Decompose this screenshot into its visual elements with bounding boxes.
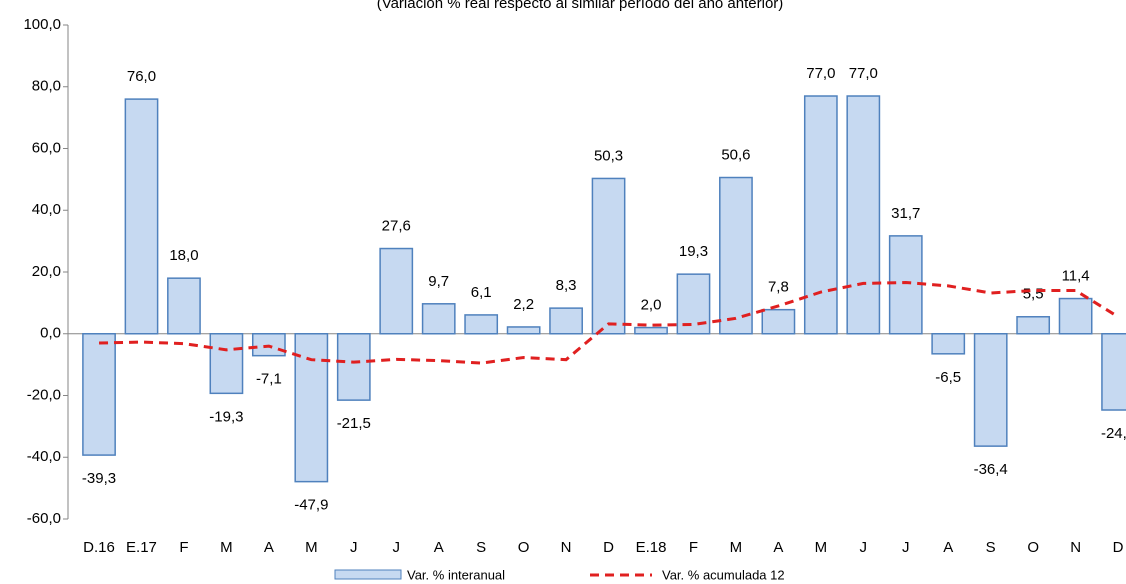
bar <box>634 326 668 335</box>
bar <box>464 314 499 335</box>
bar <box>719 176 753 335</box>
y-tick-label: 20,0 <box>32 263 61 280</box>
x-tick-label: M <box>220 539 233 556</box>
x-tick-label: A <box>773 539 783 556</box>
x-tick-label: J <box>350 539 358 556</box>
data-label: 11,4 <box>1062 268 1090 285</box>
x-tick-label: M <box>815 539 828 556</box>
data-label: -47,9 <box>294 497 328 514</box>
bar <box>1101 333 1126 411</box>
bar <box>676 273 711 335</box>
bar <box>209 333 244 395</box>
bar <box>761 308 796 335</box>
data-label: -36,4 <box>974 461 1008 478</box>
bar <box>846 95 881 335</box>
bar <box>421 303 456 335</box>
bar <box>124 98 159 335</box>
x-tick-label: S <box>476 539 486 556</box>
x-tick-label: D.16 <box>83 539 115 556</box>
x-tick-label: O <box>518 539 530 556</box>
x-tick-label: J <box>393 539 401 556</box>
x-tick-label: D <box>603 539 614 556</box>
bar <box>803 95 838 335</box>
y-tick-label: 60,0 <box>32 139 61 156</box>
data-label: 9,7 <box>428 273 449 290</box>
data-label: 19,3 <box>679 243 708 260</box>
data-label: 76,0 <box>127 68 156 85</box>
data-label: 18,0 <box>169 247 198 264</box>
data-label: -7,1 <box>256 371 282 388</box>
x-tick-label: F <box>689 539 698 556</box>
x-tick-label: A <box>434 539 444 556</box>
bar <box>294 333 329 483</box>
data-label: 50,3 <box>594 147 623 164</box>
data-label: -39,3 <box>82 470 116 487</box>
y-tick-label: -60,0 <box>27 510 61 527</box>
data-label: 2,2 <box>513 296 534 313</box>
data-label: -6,5 <box>935 369 961 386</box>
y-tick-label: 100,0 <box>23 16 61 33</box>
bar <box>1016 316 1051 335</box>
data-label: 5,5 <box>1023 286 1044 303</box>
y-tick-label: -20,0 <box>27 386 61 403</box>
y-tick-label: 80,0 <box>32 78 61 95</box>
legend-label: Var. % interanual <box>407 567 505 582</box>
bar <box>931 333 966 355</box>
chart-subtitle: (Variación % real respecto al similar pe… <box>377 0 784 12</box>
bar <box>506 326 541 335</box>
x-tick-label: F <box>179 539 188 556</box>
x-tick-label: J <box>902 539 910 556</box>
data-label: 2,0 <box>641 297 662 314</box>
data-label: 50,6 <box>721 146 750 163</box>
line <box>98 280 1119 365</box>
data-label: -21,5 <box>337 415 371 432</box>
data-label: 31,7 <box>891 205 920 222</box>
x-tick-label: N <box>1070 539 1081 556</box>
bar <box>379 247 414 335</box>
data-label: 7,8 <box>768 279 789 296</box>
x-tick-label: S <box>986 539 996 556</box>
x-tick-label: E.18 <box>636 539 667 556</box>
x-tick-label: J <box>860 539 868 556</box>
data-label: 6,1 <box>471 284 492 301</box>
x-tick-label: A <box>943 539 953 556</box>
x-tick-label: A <box>264 539 274 556</box>
bar <box>973 333 1008 447</box>
x-tick-label: O <box>1027 539 1039 556</box>
data-label: -19,3 <box>209 408 243 425</box>
bar <box>1058 297 1093 335</box>
bar <box>336 333 371 401</box>
bar <box>167 277 201 335</box>
y-tick-label: -40,0 <box>27 448 61 465</box>
x-tick-label: M <box>730 539 743 556</box>
bar <box>549 307 583 335</box>
y-tick-label: 40,0 <box>32 201 61 218</box>
x-tick-label: N <box>561 539 572 556</box>
bar <box>591 177 626 335</box>
data-label: -24,7 <box>1101 425 1126 442</box>
data-label: 8,3 <box>556 277 577 294</box>
legend-swatch <box>334 569 402 580</box>
x-tick-label: D <box>1113 539 1124 556</box>
y-tick-label: 0,0 <box>40 325 61 342</box>
legend-label: Var. % acumulada 12 <box>662 567 785 582</box>
data-label: 27,6 <box>382 218 411 235</box>
x-tick-label: M <box>305 539 318 556</box>
data-label: 77,0 <box>806 65 835 82</box>
bar <box>82 333 116 456</box>
data-label: 77,0 <box>849 65 878 82</box>
x-tick-label: E.17 <box>126 539 157 556</box>
